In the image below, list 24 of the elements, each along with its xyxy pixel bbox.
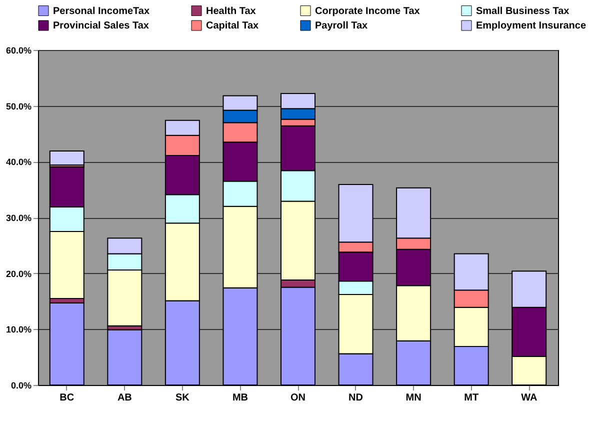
- legend-label: Personal IncomeTax: [53, 6, 150, 17]
- legend-label: Provincial Sales Tax: [53, 20, 150, 32]
- x-tick-label: ND: [348, 392, 364, 404]
- legend-label: Small Business Tax: [476, 6, 570, 17]
- y-tick-label: 0.0%: [10, 380, 32, 390]
- x-tick-label: BC: [60, 392, 74, 404]
- y-tick-label: 20.0%: [6, 268, 32, 279]
- y-tick-label: 60.0%: [6, 46, 32, 56]
- y-tick-label: 10.0%: [6, 324, 32, 335]
- y-tick-label: 40.0%: [6, 157, 32, 168]
- y-tick-label: 30.0%: [6, 213, 32, 223]
- legend-label: Capital Tax: [206, 20, 260, 32]
- x-tick-label: ON: [290, 392, 306, 404]
- x-tick-label: SK: [175, 392, 190, 404]
- x-tick-label: AB: [117, 392, 132, 404]
- x-tick-label: WA: [521, 392, 538, 404]
- legend-label: Health Tax: [206, 6, 256, 17]
- legend-label: Payroll Tax: [315, 20, 368, 32]
- y-tick-label: 50.0%: [6, 101, 32, 112]
- legend-label: Corporate Income Tax: [315, 6, 420, 17]
- x-tick-label: MB: [232, 392, 248, 404]
- x-tick-label: MT: [464, 392, 479, 404]
- legend-label: Employment Insurance: [476, 20, 586, 32]
- x-tick-label: MN: [406, 392, 422, 404]
